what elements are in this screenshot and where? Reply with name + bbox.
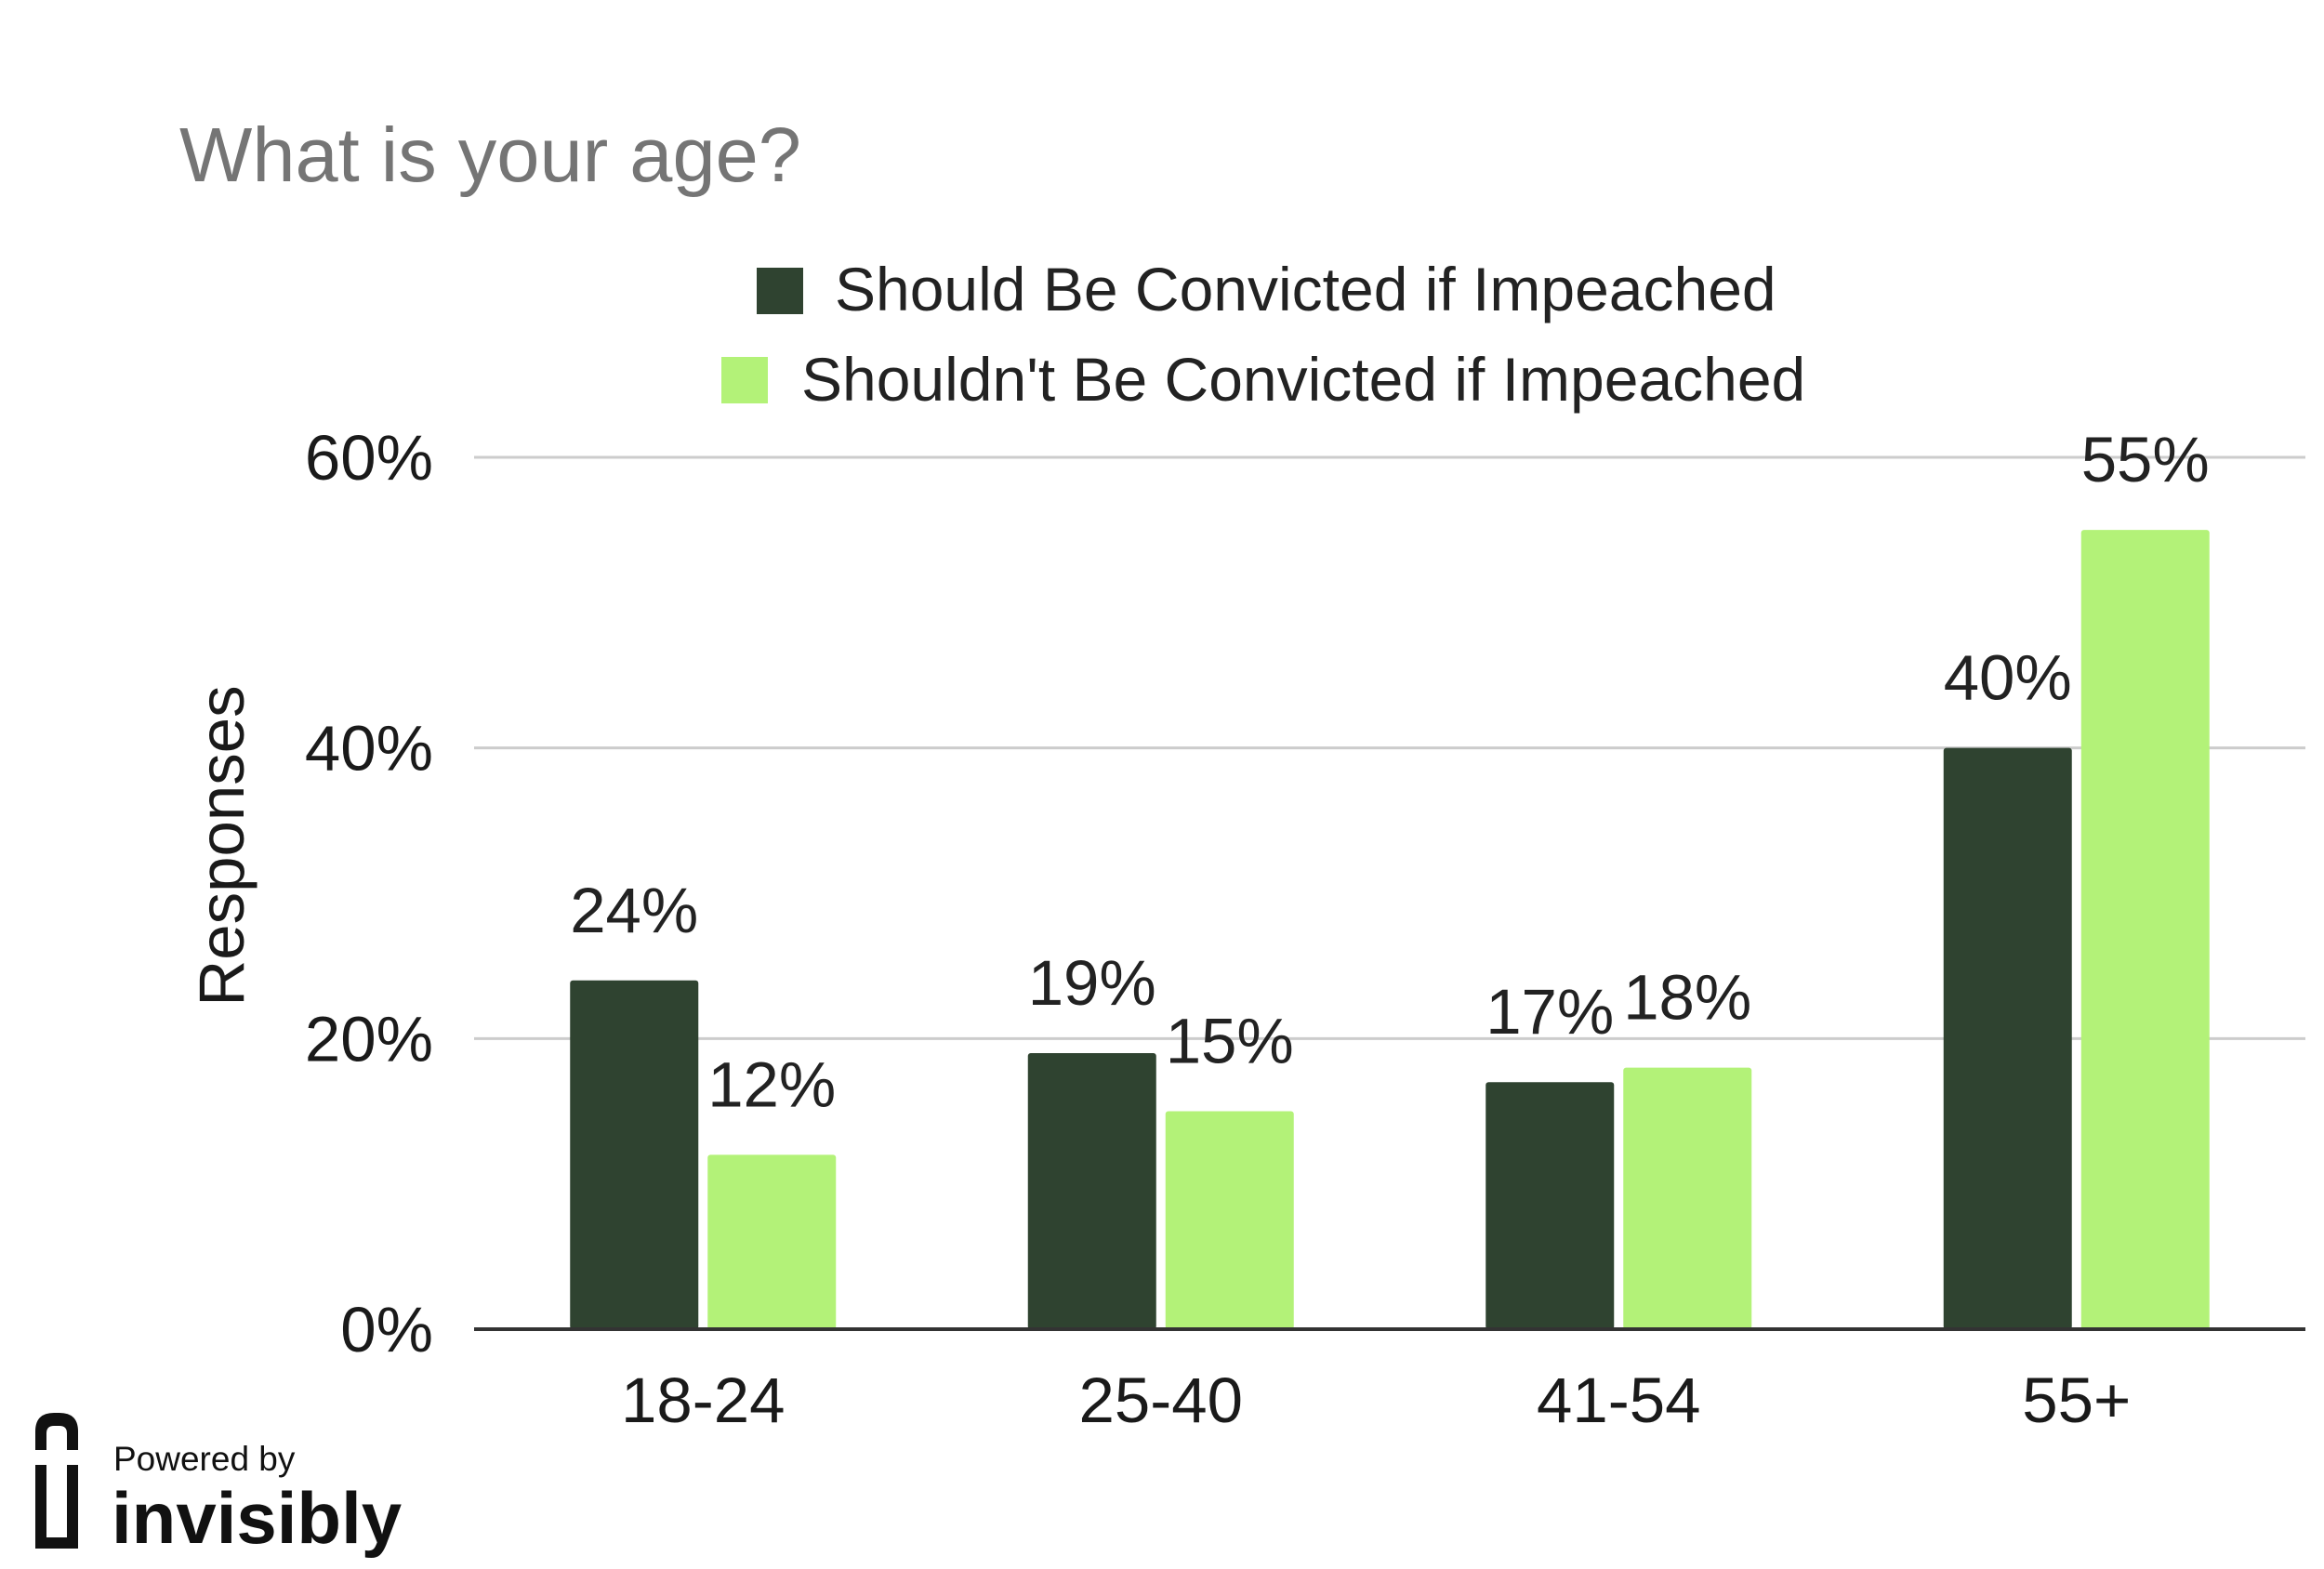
data-label: 40% (1944, 642, 2072, 714)
bar-not-convicted (1623, 1067, 1752, 1329)
x-category-label: 41-54 (1537, 1365, 1700, 1436)
legend-swatch-convicted (757, 268, 803, 314)
invisibly-logo-icon (35, 1413, 78, 1549)
y-tick-label: 0% (340, 1294, 433, 1365)
bar-not-convicted (1165, 1111, 1294, 1329)
x-category-label: 25-40 (1079, 1365, 1243, 1436)
legend-swatch-not-convicted (721, 357, 768, 403)
legend-label-convicted: Should Be Convicted if Impeached (835, 255, 1776, 323)
y-tick-label: 20% (305, 1003, 433, 1075)
y-tick-label: 40% (305, 713, 433, 784)
y-axis-title: Responses (186, 685, 257, 1006)
legend: Should Be Convicted if Impeached Shouldn… (721, 255, 1805, 414)
bar-convicted (1943, 747, 2072, 1329)
data-label: 17% (1486, 976, 1614, 1048)
legend-label-not-convicted: Shouldn't Be Convicted if Impeached (801, 345, 1805, 414)
data-label: 18% (1623, 962, 1751, 1034)
data-labels: 24% 12% 19%15% 17% 18% 40% 55% (570, 424, 2210, 1120)
data-label: 24% (570, 875, 698, 946)
bar-not-convicted (2080, 530, 2210, 1329)
x-category-label: 55+ (2022, 1365, 2131, 1436)
x-category-label: 18-24 (621, 1365, 785, 1436)
data-label: 19% (1028, 947, 1156, 1019)
powered-by-text: Powered by (113, 1440, 296, 1478)
bar-convicted (570, 980, 699, 1329)
data-label: 12% (707, 1048, 836, 1120)
y-tick-label: 60% (305, 422, 433, 494)
branding: Powered by invisibly (35, 1413, 402, 1559)
data-label: 15% (1166, 1006, 1294, 1077)
data-label: 55% (2081, 424, 2210, 495)
bar-convicted (1027, 1052, 1156, 1329)
chart-title: What is your age? (179, 112, 801, 198)
brand-name: invisibly (112, 1477, 402, 1559)
x-axis-categories: 18-24 25-40 41-54 55+ (621, 1365, 2131, 1436)
bar-not-convicted (707, 1154, 837, 1329)
bar-convicted (1486, 1082, 1615, 1329)
bars (570, 530, 2210, 1329)
y-axis-ticks: 0% 20% 40% 60% (305, 422, 433, 1365)
